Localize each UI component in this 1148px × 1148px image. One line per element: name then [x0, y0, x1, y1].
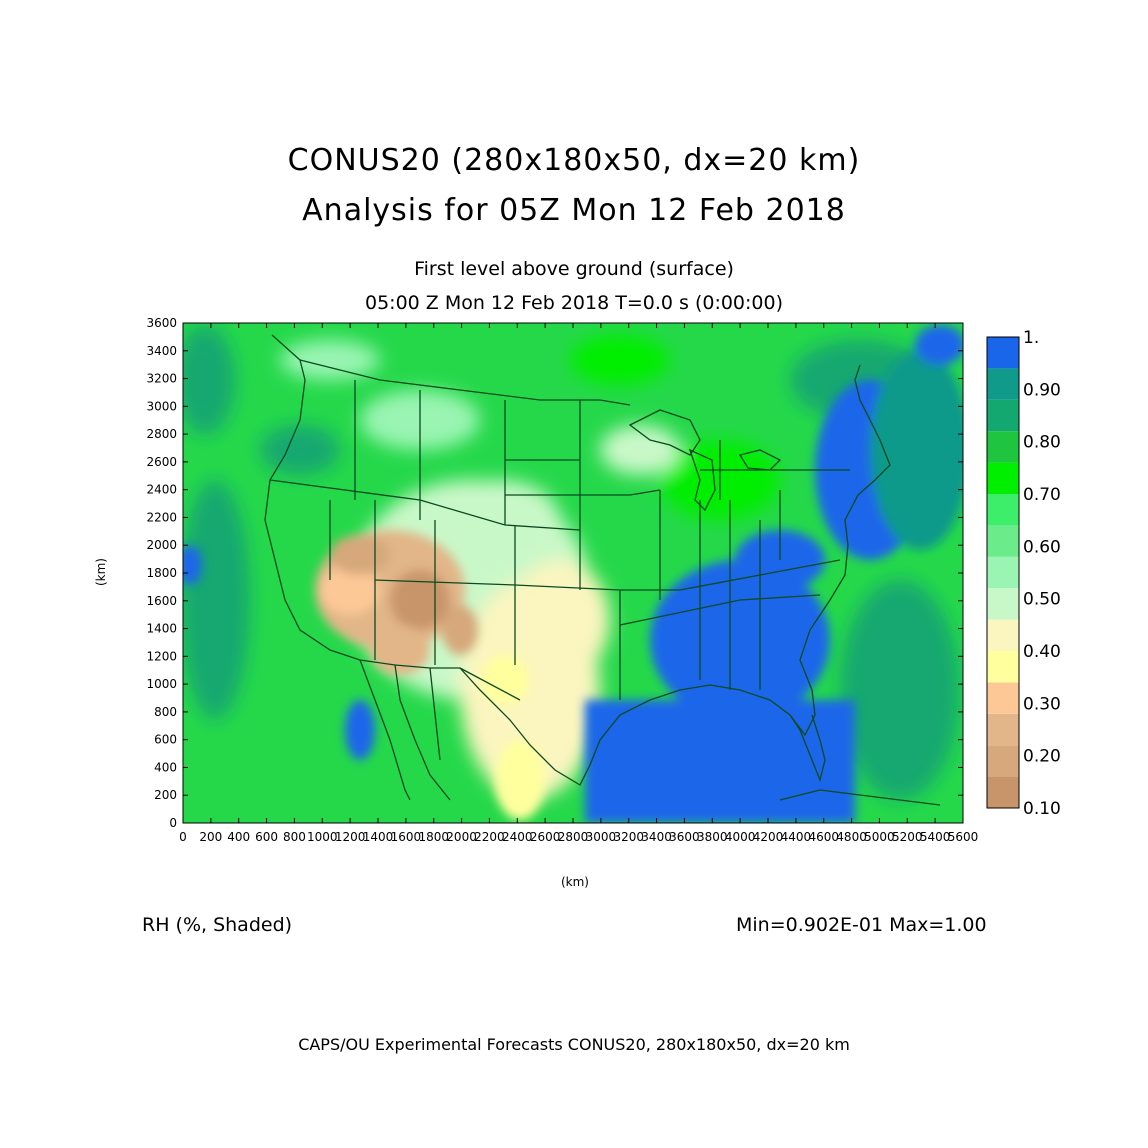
x-tick-label: 5600 [948, 830, 979, 844]
colorbar-swatch [987, 651, 1019, 683]
colorbar-swatch [987, 525, 1019, 557]
x-tick-label: 5200 [892, 830, 923, 844]
x-tick-label: 3400 [641, 830, 672, 844]
x-tick-label: 2200 [474, 830, 505, 844]
state-boundaries [264, 334, 941, 806]
y-tick-label: 3400 [146, 344, 177, 358]
x-tick-label: 4400 [781, 830, 812, 844]
colorbar-label: 0.20 [1023, 747, 1061, 767]
y-tick-label: 800 [154, 705, 177, 719]
x-tick-label: 1600 [391, 830, 422, 844]
y-tick-label: 3600 [146, 316, 177, 330]
colorbar-label: 0.90 [1023, 380, 1061, 400]
colorbar-swatch [987, 368, 1019, 400]
x-tick-label: 2600 [530, 830, 561, 844]
y-axis: 0 200 400 600 800 1000 1200 1400 1600 1800 2000 220… [146, 316, 963, 830]
x-tick-label: 200 [199, 830, 222, 844]
x-tick-label: 5000 [864, 830, 895, 844]
y-tick-label: 2400 [146, 483, 177, 497]
colorbar-swatch [987, 713, 1019, 746]
colorbar-swatch [987, 431, 1019, 463]
x-tick-label: 4600 [808, 830, 839, 844]
colorbar-label: 1. [1023, 328, 1039, 348]
rh-shaded-field [183, 323, 963, 823]
y-tick-label: 1000 [146, 677, 177, 691]
x-tick-label: 1800 [418, 830, 449, 844]
x-tick-label: 1200 [335, 830, 366, 844]
colorbar-label: 0.80 [1023, 433, 1061, 453]
y-tick-label: 400 [154, 760, 177, 774]
colorbar-swatch [987, 588, 1019, 620]
x-tick-label: 5400 [920, 830, 951, 844]
y-tick-label: 1400 [146, 622, 177, 636]
x-tick-label: 1000 [307, 830, 338, 844]
colorbar-swatch [987, 556, 1019, 589]
colorbar-label: 0.70 [1023, 485, 1061, 505]
time-label: 05:00 Z Mon 12 Feb 2018 T=0.0 s (0:00:00… [364, 292, 784, 314]
colorbar-label: 0.30 [1023, 694, 1061, 714]
y-tick-label: 2800 [146, 427, 177, 441]
colorbar-swatch [987, 399, 1019, 432]
colorbar-swatch [987, 619, 1019, 651]
y-tick-label: 2600 [146, 455, 177, 469]
x-tick-label: 2000 [446, 830, 477, 844]
x-tick-label: 3000 [586, 830, 617, 844]
colorbar-label: 0.10 [1023, 799, 1061, 819]
x-axis: 0 200 400 600 800 100012001400160018002000220… [179, 323, 978, 844]
colorbar-label: 0.50 [1023, 590, 1061, 610]
x-axis-label: (km) [561, 875, 589, 889]
x-tick-label: 400 [227, 830, 250, 844]
y-tick-label: 2000 [146, 538, 177, 552]
min-max-label: Min=0.902E-01 Max=1.00 [736, 914, 987, 936]
chart-subtitle: Analysis for 05Z Mon 12 Feb 2018 [302, 193, 846, 228]
x-tick-label: 1400 [363, 830, 394, 844]
chart-title: CONUS20 (280x180x50, dx=20 km) [287, 143, 861, 178]
level-label: First level above ground (surface) [414, 258, 734, 280]
colorbar-swatch [987, 776, 1019, 808]
y-tick-label: 3200 [146, 372, 177, 386]
footer-credit: CAPS/OU Experimental Forecasts CONUS20, … [298, 1035, 850, 1054]
y-tick-label: 600 [154, 733, 177, 747]
colorbar-swatch [987, 494, 1019, 526]
colorbar-label: 0.60 [1023, 537, 1061, 557]
colorbar-swatch [987, 682, 1019, 714]
colorbar: 1. 0.90 0.80 0.70 0.60 0.50 0.40 0.30 0.20 0.10 [986, 328, 1061, 819]
x-tick-label: 2400 [502, 830, 533, 844]
y-tick-label: 0 [169, 816, 177, 830]
x-tick-label: 3800 [697, 830, 728, 844]
colorbar-swatch [987, 745, 1019, 777]
x-tick-label: 4000 [725, 830, 756, 844]
y-tick-label: 1200 [146, 649, 177, 663]
x-tick-label: 3200 [613, 830, 644, 844]
colorbar-label: 0.40 [1023, 642, 1061, 662]
y-tick-label: 1800 [146, 566, 177, 580]
x-tick-label: 0 [179, 830, 187, 844]
y-axis-label: (km) [94, 558, 108, 586]
y-tick-label: 1600 [146, 594, 177, 608]
x-tick-label: 4200 [753, 830, 784, 844]
y-tick-label: 2200 [146, 510, 177, 524]
y-tick-label: 3000 [146, 399, 177, 413]
y-tick-label: 200 [154, 788, 177, 802]
variable-label: RH (%, Shaded) [142, 914, 293, 936]
colorbar-swatch [987, 337, 1019, 369]
colorbar-swatch [987, 462, 1019, 494]
x-tick-label: 3600 [669, 830, 700, 844]
x-tick-label: 2800 [558, 830, 589, 844]
x-tick-label: 800 [283, 830, 306, 844]
x-tick-label: 4800 [836, 830, 867, 844]
colorbar-frame [986, 336, 1020, 809]
x-tick-label: 600 [255, 830, 278, 844]
